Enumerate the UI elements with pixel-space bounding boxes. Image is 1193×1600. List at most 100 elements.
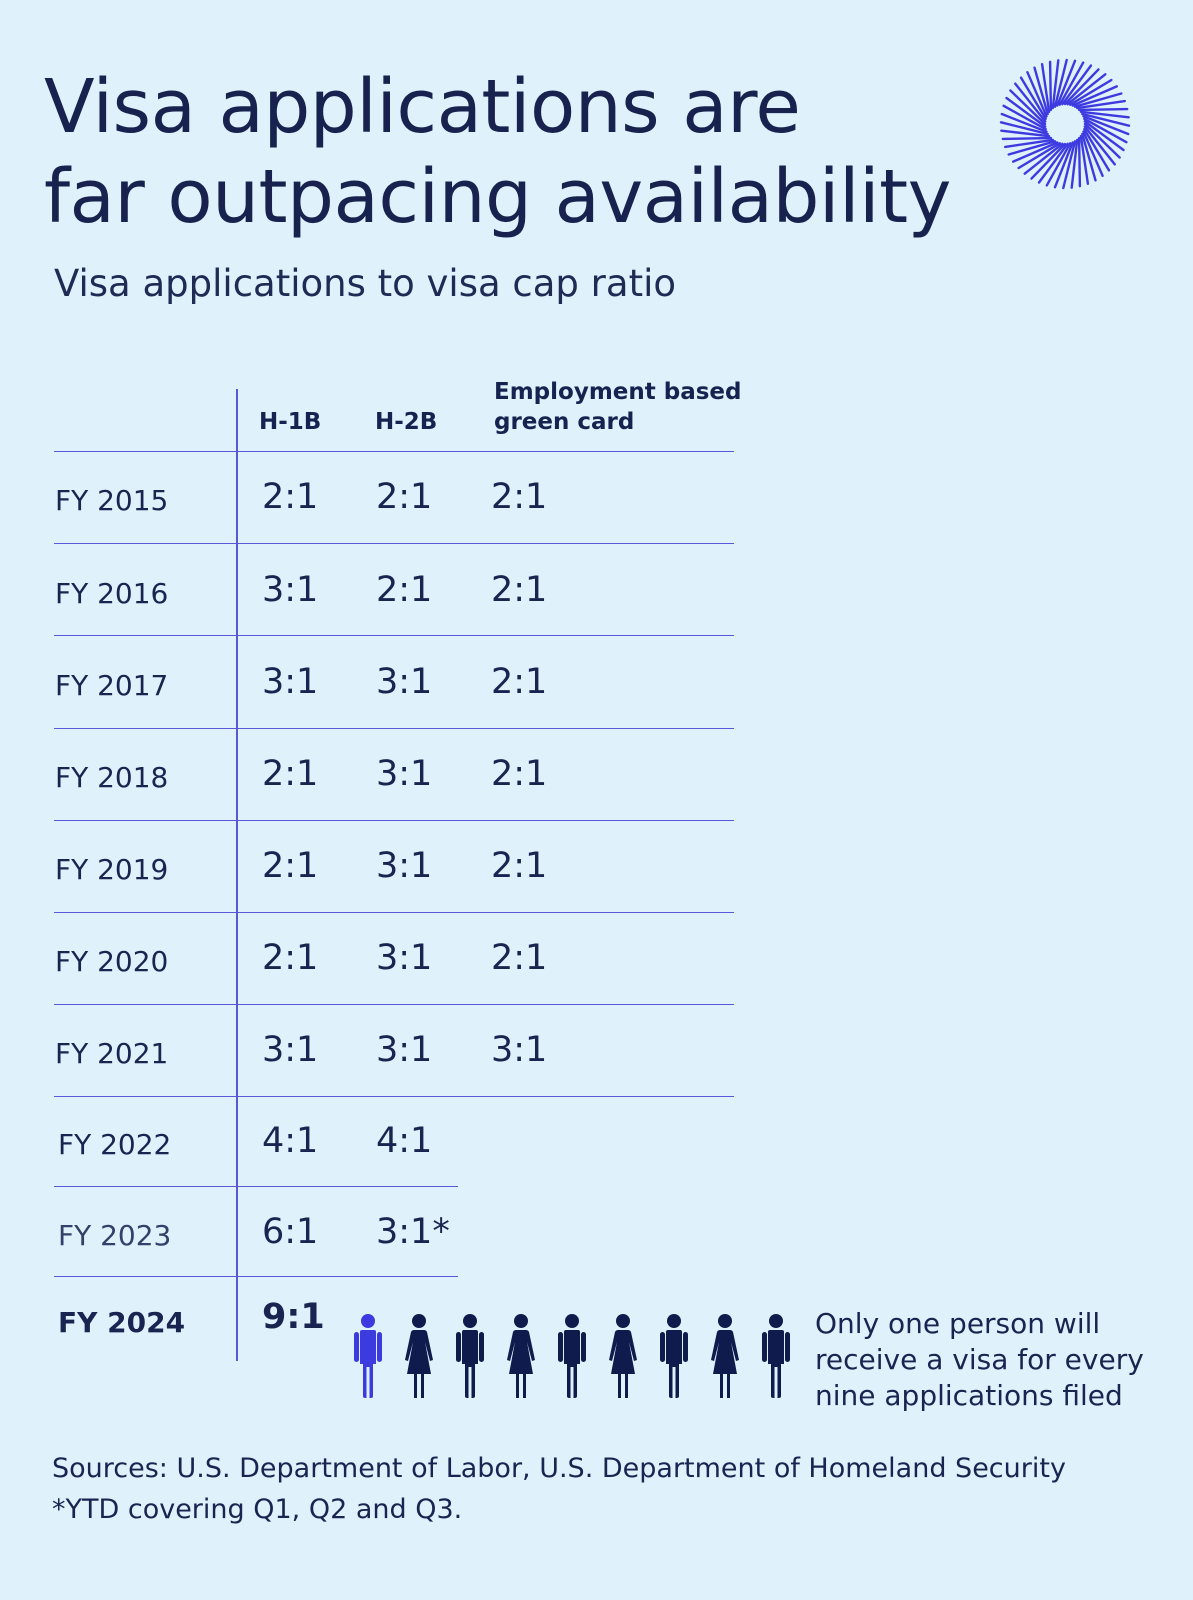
- logo-ray: [1081, 112, 1131, 127]
- woman-icon: [405, 1314, 433, 1398]
- logo-ray: [1075, 99, 1127, 110]
- title-line-2: far outpacing availability: [44, 154, 951, 240]
- title-line-1: Visa applications are: [44, 64, 801, 150]
- logo-ray: [1011, 141, 1059, 163]
- logo-ray: [1056, 59, 1077, 107]
- logo-ray: [1001, 136, 1053, 141]
- man-icon: [660, 1314, 688, 1398]
- logo-ray: [1053, 58, 1068, 108]
- ratio-value: 2:1: [491, 938, 548, 978]
- logo-ray: [1000, 129, 1051, 138]
- ratio-value: 2:1: [491, 477, 548, 517]
- logo-ray: [1019, 76, 1047, 120]
- logo-ray: [1083, 117, 1128, 144]
- ratio-value: 2:1: [376, 570, 433, 610]
- sources-text: Sources: U.S. Department of Labor, U.S. …: [52, 1453, 1066, 1484]
- ratio-value: 3:1: [262, 570, 319, 610]
- row-divider: [54, 1004, 734, 1005]
- logo-ray: [1051, 59, 1060, 110]
- row-divider: [54, 543, 734, 544]
- logo-ray: [1023, 142, 1064, 175]
- column-header: Employment based green card: [494, 379, 742, 435]
- ratio-value: 2:1: [262, 477, 319, 517]
- logo-ray: [1058, 61, 1085, 106]
- column-header: H-2B: [375, 409, 438, 435]
- man-icon: [762, 1314, 790, 1398]
- row-year-label: FY 2018: [55, 761, 169, 794]
- ratio-value: 3:1: [376, 754, 433, 794]
- woman-icon: [711, 1314, 739, 1398]
- logo-ray: [1003, 138, 1054, 149]
- row-year-label: FY 2021: [55, 1037, 169, 1070]
- ratio-value: 9:1: [262, 1297, 325, 1337]
- man-icon: [456, 1314, 484, 1398]
- burst-ring-logo: [999, 58, 1131, 190]
- footnote-text: *YTD covering Q1, Q2 and Q3.: [52, 1494, 463, 1525]
- logo-ray: [1005, 96, 1047, 128]
- ratio-value: 2:1: [262, 938, 319, 978]
- logo-ray: [1007, 140, 1057, 156]
- pictogram-people: [346, 1312, 806, 1412]
- ratio-value: 4:1: [376, 1121, 433, 1161]
- row-year-label: FY 2015: [55, 484, 169, 517]
- row-divider: [54, 728, 734, 729]
- logo-ray: [1037, 142, 1069, 184]
- logo-ray: [1079, 134, 1090, 186]
- woman-icon: [507, 1314, 535, 1398]
- row-divider: [54, 820, 734, 821]
- logo-ray: [999, 121, 1049, 136]
- row-year-label: FY 2020: [55, 945, 169, 978]
- logo-ray: [1048, 60, 1053, 112]
- row-divider: [54, 451, 734, 452]
- logo-ray: [1083, 120, 1125, 152]
- row-year-label: FY 2024: [58, 1306, 186, 1339]
- logo-ray: [1033, 66, 1049, 116]
- row-divider: [54, 635, 734, 636]
- ratio-value: 3:1*: [376, 1212, 450, 1252]
- pictogram-note: Only one person will receive a visa for …: [815, 1307, 1144, 1412]
- logo-ray: [1068, 78, 1113, 106]
- ratio-value: 2:1: [376, 477, 433, 517]
- ratio-value: 3:1: [376, 1030, 433, 1070]
- logo-ray: [1082, 115, 1130, 136]
- logo-ray: [1053, 141, 1074, 189]
- row-year-label: FY 2017: [55, 669, 169, 702]
- ratio-value: 6:1: [262, 1212, 319, 1252]
- ratio-value: 3:1: [491, 1030, 548, 1070]
- ratio-value: 2:1: [491, 754, 548, 794]
- ratio-value: 2:1: [491, 662, 548, 702]
- logo-ray: [1062, 140, 1077, 190]
- logo-ray: [1045, 142, 1072, 187]
- column-header: H-1B: [259, 409, 322, 435]
- logo-ray: [1009, 89, 1047, 126]
- row-year-label: FY 2022: [58, 1128, 172, 1161]
- highlighted-man-icon: [354, 1314, 382, 1398]
- ratio-value: 2:1: [262, 846, 319, 886]
- logo-ray: [1083, 127, 1111, 172]
- woman-icon: [609, 1314, 637, 1398]
- ratio-value: 3:1: [376, 662, 433, 702]
- row-divider: [54, 1186, 458, 1187]
- ratio-value: 4:1: [262, 1121, 319, 1161]
- ratio-value: 3:1: [262, 1030, 319, 1070]
- logo-ray: [1061, 64, 1093, 106]
- logo-ray: [1000, 112, 1048, 133]
- logo-ray: [1083, 122, 1121, 159]
- logo-ray: [1040, 62, 1051, 113]
- row-year-label: FY 2016: [55, 577, 169, 610]
- row-divider: [54, 1276, 458, 1277]
- logo-ray: [1066, 73, 1107, 106]
- logo-ray: [1082, 130, 1104, 178]
- logo-ray: [1071, 85, 1119, 107]
- logo-ray: [1077, 107, 1129, 112]
- logo-ray: [1073, 92, 1123, 108]
- column-divider: [236, 389, 238, 1361]
- logo-ray: [1030, 142, 1067, 180]
- logo-ray: [1083, 125, 1116, 166]
- logo-ray: [1014, 82, 1047, 123]
- ratio-value: 2:1: [262, 754, 319, 794]
- logo-ray: [1002, 104, 1047, 131]
- ratio-value: 2:1: [491, 846, 548, 886]
- page-title: Visa applications are far outpacing avai…: [44, 62, 951, 242]
- ratio-value: 3:1: [376, 938, 433, 978]
